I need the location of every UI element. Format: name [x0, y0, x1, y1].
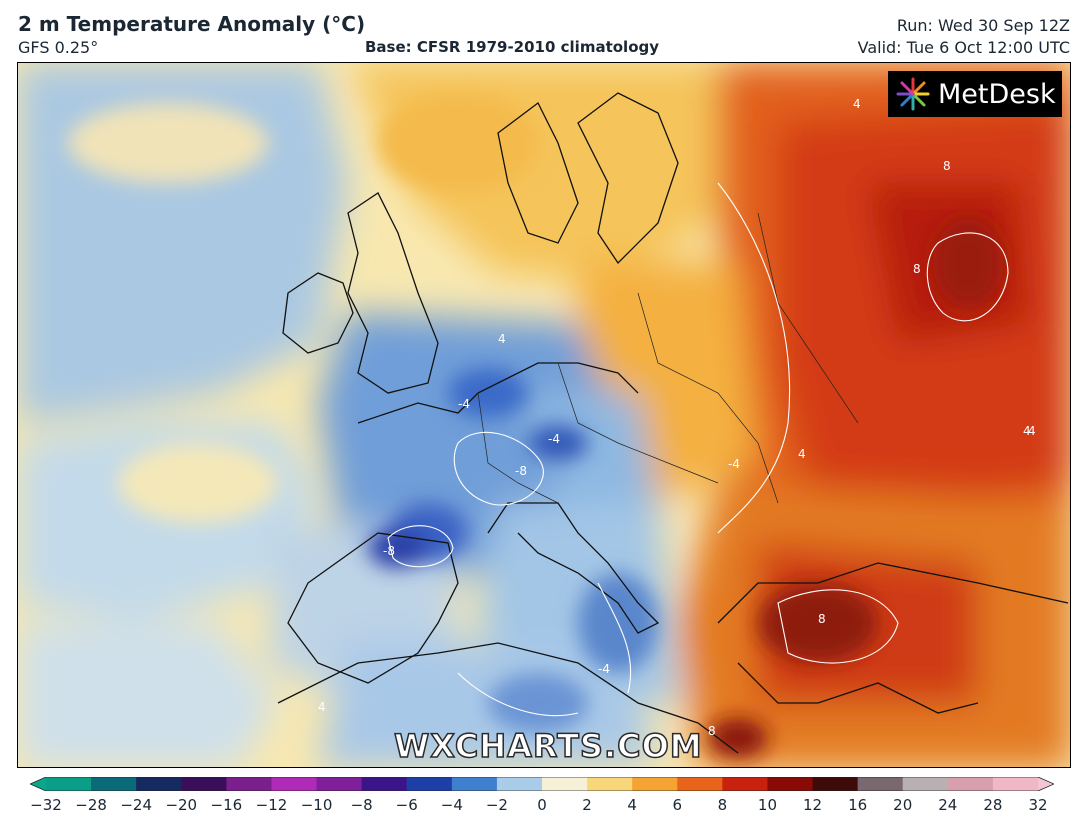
colorbar-segment	[542, 777, 588, 791]
contour-label: 8	[708, 724, 716, 738]
run-time: Run: Wed 30 Sep 12Z	[896, 16, 1070, 35]
colorbar-segment	[361, 777, 408, 791]
contour-label: 4	[798, 447, 806, 461]
contour-label: 4	[318, 700, 326, 714]
colorbar-segment	[406, 777, 453, 791]
contour-label: 8	[818, 612, 826, 626]
colorbar-tick-label: 32	[1028, 796, 1048, 814]
wxcharts-watermark: WXCHARTS.COM	[393, 726, 703, 766]
contour-label: 8	[943, 159, 951, 173]
colorbar-tick-label: 4	[627, 796, 637, 814]
contour-label-group: 4 -4 8 -8 4 -4 8 4 -4 4 8 -4 4 8 -8 4	[318, 97, 1036, 738]
contour-label: -8	[515, 464, 527, 478]
colorbar-tick-label: 16	[848, 796, 868, 814]
country-borders	[477, 212, 859, 504]
colorbar-tick-label: −12	[255, 796, 288, 814]
contour-label: -4	[548, 432, 560, 446]
colorbar-tick-label: 12	[802, 796, 823, 814]
colorbar-tick-label: −2	[485, 796, 508, 814]
model-name: GFS 0.25°	[18, 38, 99, 57]
colorbar-segment	[316, 777, 363, 791]
colorbar-tick-label: 6	[672, 796, 683, 814]
contour-lines	[387, 182, 1009, 717]
colorbar-segment	[812, 777, 859, 791]
colorbar-tick-label: −28	[75, 796, 107, 814]
colorbar-tick-label: 0	[537, 796, 547, 814]
colorbar-segment	[181, 777, 227, 791]
colorbar-tick-label: −24	[120, 796, 152, 814]
colorbar-segment	[91, 777, 137, 791]
colorbar-segment	[271, 777, 318, 791]
valid-time: Valid: Tue 6 Oct 12:00 UTC	[857, 38, 1070, 57]
colorbar-segment	[46, 777, 92, 791]
contour-label: -4	[728, 457, 740, 471]
colorbar-tick-label: −20	[165, 796, 198, 814]
colorbar-tick-label: 28	[983, 796, 1003, 814]
colorbar-segment	[767, 777, 814, 791]
colorbar-segment	[857, 777, 904, 791]
colorbar-tick-label: 8	[717, 796, 728, 814]
colorbar	[30, 777, 1054, 791]
colorbar-segment	[587, 777, 633, 791]
contour-label: -8	[383, 544, 395, 558]
contour-label: 4	[498, 332, 506, 346]
colorbar-segment	[722, 777, 768, 791]
colorbar-tick-label: 24	[938, 796, 958, 814]
contour-label: 4	[853, 97, 861, 111]
metdesk-starburst-icon	[896, 77, 930, 111]
colorbar-segment	[451, 777, 498, 791]
contour-label: -4	[458, 397, 470, 411]
colorbar-segment	[136, 777, 182, 791]
map-canvas: 4 -4 8 -8 4 -4 8 4 -4 4 8 -4 4 8 -8 4	[18, 63, 1070, 767]
colorbar-segment	[496, 777, 543, 791]
contour-label: -4	[598, 662, 610, 676]
colorbar-tick-label: 20	[893, 796, 913, 814]
colorbar-tick-label: 10	[757, 796, 777, 814]
colorbar-right-arrow	[1038, 777, 1054, 791]
colorbar-tick-label: −6	[395, 796, 418, 814]
colorbar-left-arrow	[30, 777, 46, 791]
colorbar-tick-label: −32	[30, 796, 62, 814]
colorbar-segment	[902, 777, 949, 791]
colorbar-tick-label: −8	[350, 796, 373, 814]
colorbar-tick-label: −10	[300, 796, 333, 814]
colorbar-segment	[632, 777, 678, 791]
colorbar-ticks: −32 −28 −24 −20 −16 −12 −10 −8 −6 −4 −2 0 2 4 6 8 10 12 16…	[0, 792, 1078, 828]
colorbar-segment	[677, 777, 723, 791]
contour-label: 4	[1028, 424, 1036, 438]
colorbar-segment	[226, 777, 272, 791]
metdesk-logo: MetDesk	[888, 71, 1062, 117]
colorbar-segment	[947, 777, 994, 791]
logo-text: MetDesk	[938, 78, 1056, 110]
contour-label: 4	[1023, 424, 1031, 438]
chart-title: 2 m Temperature Anomaly (°C)	[18, 12, 366, 36]
colorbar-tick-label: 2	[582, 796, 592, 814]
colorbar-tick-label: −4	[440, 796, 463, 814]
colorbar-tick-label: −16	[210, 796, 243, 814]
climatology-base: Base: CFSR 1979-2010 climatology	[365, 38, 660, 56]
anomaly-field-detail	[68, 93, 1003, 758]
colorbar-segment	[992, 777, 1039, 791]
contour-label: 8	[913, 262, 921, 276]
temperature-anomaly-map[interactable]: 4 -4 8 -8 4 -4 8 4 -4 4 8 -4 4 8 -8 4	[17, 62, 1071, 768]
coastlines	[277, 92, 1069, 754]
